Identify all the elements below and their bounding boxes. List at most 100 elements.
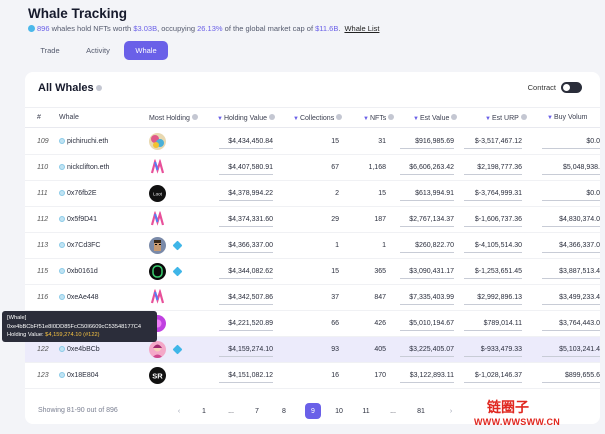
whale-name[interactable]: pichiruchi.eth [67, 138, 109, 145]
col-nfts[interactable]: ▼NFTs [363, 114, 395, 122]
value-underline [400, 278, 454, 279]
whale-cell[interactable]: 0xeAe448 [59, 294, 99, 301]
whale-name[interactable]: 0xeAe448 [67, 294, 99, 301]
info-icon[interactable] [191, 114, 198, 120]
rank-cell: 116 [37, 294, 49, 301]
page-button[interactable]: 1 [202, 407, 206, 415]
page-title: Whale Tracking [28, 6, 128, 21]
table-row[interactable]: 109 pichiruchi.eth $4,434,450.84 15 31 $916,9… [25, 129, 600, 155]
info-icon[interactable] [388, 114, 395, 120]
holding-avatar[interactable] [149, 289, 166, 306]
value-underline [464, 200, 522, 201]
table-row[interactable]: 112 0x5f9D41 $4,374,331.60 29 187 $2,767,134.… [25, 207, 600, 233]
info-icon[interactable] [269, 114, 276, 120]
whale-cell[interactable]: 0x7Cd3FC [59, 242, 100, 249]
table-row[interactable]: 113 0x7Cd3FC $4,366,337.00 1 1 $260,822.70 $-4… [25, 233, 600, 259]
value-underline [400, 148, 454, 149]
est-value-cell: $3,122,893.11 [409, 372, 454, 379]
holding-avatar[interactable] [149, 159, 166, 176]
table-row[interactable]: 116 0xeAe448 $4,342,507.86 37 847 $7,335,403.… [25, 285, 600, 311]
col-most-holding[interactable]: Most Holding [149, 114, 198, 122]
whale-name[interactable]: nickclifton.eth [67, 164, 110, 171]
page-button[interactable]: 81 [417, 407, 425, 415]
header: Whale Tracking 896 whales hold NFTs wort… [28, 6, 379, 33]
whale-name[interactable]: 0x18E804 [67, 372, 99, 379]
chevron-left-icon[interactable]: ‹ [177, 407, 181, 415]
whale-name[interactable]: 0x7Cd3FC [67, 242, 101, 249]
sort-icon: ▼ [293, 116, 299, 122]
whale-icon [59, 294, 65, 300]
contract-label: Contract [527, 83, 556, 92]
page-button[interactable]: 11 [362, 407, 370, 415]
page-button[interactable]: 9 [305, 403, 321, 419]
info-icon[interactable] [336, 114, 343, 120]
holding-avatar[interactable] [149, 133, 166, 150]
rank-cell: 112 [37, 216, 49, 223]
holding-avatar[interactable] [149, 263, 166, 280]
page-button[interactable]: 8 [282, 407, 286, 415]
value-underline [400, 356, 454, 357]
worth-value: $3.03B [133, 24, 158, 33]
whale-name[interactable]: 0xb0161d [67, 268, 98, 275]
col-whale[interactable]: Whale [59, 114, 79, 121]
value-underline [542, 226, 600, 227]
whale-cell[interactable]: nickclifton.eth [59, 164, 109, 171]
whale-cell[interactable]: pichiruchi.eth [59, 138, 108, 145]
tab-trade[interactable]: Trade [28, 41, 72, 60]
whale-cell[interactable]: 0xb0161d [59, 268, 98, 275]
tab-whale[interactable]: Whale [124, 41, 168, 60]
whale-cell[interactable]: 0x5f9D41 [59, 216, 97, 223]
whale-icon [59, 216, 65, 222]
holding-value-cell: $4,374,331.60 [228, 216, 273, 223]
buy-volume-cell: $899,655.6 [564, 372, 600, 379]
summary-line: 896 whales hold NFTs worth $3.03B, occup… [28, 24, 379, 33]
info-icon[interactable] [451, 114, 458, 120]
whale-cell[interactable]: 0xe4bBCb [59, 346, 100, 353]
est-urp-cell: $2,992,896.13 [477, 294, 522, 301]
col-collections[interactable]: ▼Collections [293, 114, 343, 122]
value-underline [219, 330, 273, 331]
col-est-value[interactable]: ▼Est Value [413, 114, 458, 122]
whale-icon [59, 164, 65, 170]
est-value-cell: $260,822.70 [415, 242, 454, 249]
whale-cell[interactable]: 0x18E804 [59, 372, 99, 379]
chevron-right-icon[interactable]: › [449, 407, 453, 415]
est-value-cell: $5,010,194.67 [409, 320, 454, 327]
holding-avatar[interactable] [149, 211, 166, 228]
tooltip-title: [Whale] [7, 315, 27, 321]
table-row[interactable]: 123 0x18E804 SR $4,151,082.12 16 170 $3,122,89… [25, 363, 600, 389]
info-icon[interactable] [520, 114, 527, 120]
contract-toggle[interactable] [561, 82, 582, 93]
table-row[interactable]: 111 0x76fb2E Loot $4,378,994.22 2 15 $613,994.… [25, 181, 600, 207]
whale-name[interactable]: 0xe4bBCb [67, 346, 100, 353]
rank-cell: 111 [37, 190, 48, 197]
holding-avatar[interactable]: Loot [149, 185, 166, 202]
col-est-urp[interactable]: ▼Est URP [485, 114, 527, 122]
buy-volume-cell: $4,830,374.0 [559, 216, 600, 223]
whale-list-link[interactable]: Whale List [344, 24, 380, 33]
est-value-cell: $3,225,405.07 [409, 346, 454, 353]
holding-avatar[interactable] [149, 237, 166, 254]
summary-text-2: , occupying [157, 24, 198, 33]
page-button[interactable]: 10 [335, 407, 343, 415]
holding-value-cell: $4,378,994.22 [228, 190, 273, 197]
tooltip-holding-label: Holding Value: [7, 332, 46, 338]
holding-avatar[interactable] [149, 341, 166, 358]
col-holding-value[interactable]: ▼Holding Value [217, 114, 276, 122]
whale-name[interactable]: 0x5f9D41 [67, 216, 97, 223]
col-buy-volume[interactable]: ▼Buy Volum [547, 114, 587, 121]
est-value-cell: $2,767,134.37 [409, 216, 454, 223]
page-button[interactable]: 7 [255, 407, 259, 415]
table-row[interactable]: 115 0xb0161d $4,344,082.62 15 365 $3,090,431.… [25, 259, 600, 285]
holding-avatar[interactable]: SR [149, 367, 166, 384]
rank-cell: 113 [37, 242, 49, 249]
rank-cell: 122 [37, 346, 49, 353]
info-icon[interactable] [95, 85, 102, 91]
tab-bar: Trade Activity Whale [28, 41, 168, 60]
whale-cell[interactable]: 0x76fb2E [59, 190, 97, 197]
value-underline [219, 200, 273, 201]
whale-name[interactable]: 0x76fb2E [67, 190, 97, 197]
tab-activity[interactable]: Activity [76, 41, 120, 60]
value-underline [542, 330, 600, 331]
table-row[interactable]: 110 nickclifton.eth $4,407,580.91 67 1,168 $6… [25, 155, 600, 181]
